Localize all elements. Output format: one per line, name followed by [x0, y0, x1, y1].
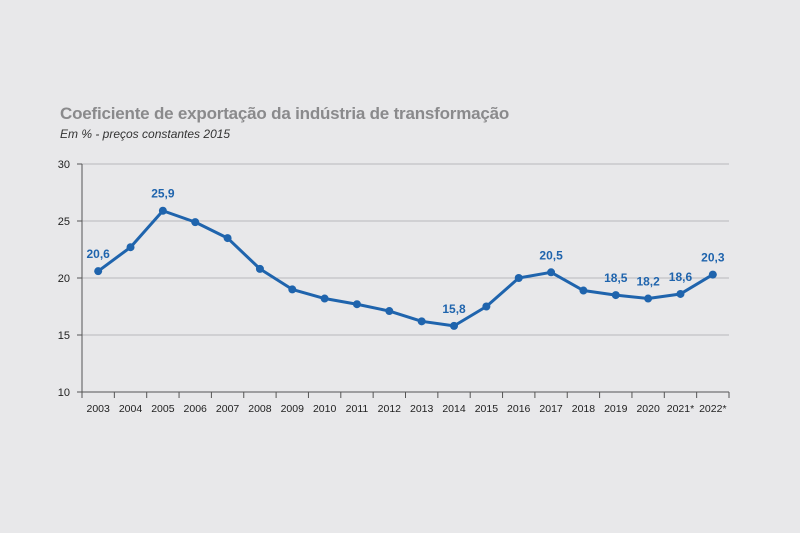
x-tick-label: 2012: [378, 403, 402, 415]
data-point: [579, 286, 588, 295]
x-tick-label: 2016: [507, 403, 531, 415]
data-point: [514, 274, 523, 282]
y-tick-label: 10: [58, 387, 70, 399]
data-point: [94, 267, 103, 276]
x-tick-label: 2003: [86, 403, 110, 415]
data-label: 20,5: [539, 248, 563, 262]
data-label: 18,6: [669, 270, 693, 284]
data-label: 15,8: [442, 302, 466, 316]
data-point: [126, 243, 135, 252]
x-tick-label: 2018: [572, 403, 596, 415]
x-tick-label: 2021*: [667, 403, 694, 415]
y-tick-label: 30: [58, 159, 70, 171]
y-tick-label: 20: [58, 273, 70, 285]
data-point: [611, 291, 620, 300]
x-tick-label: 2009: [281, 403, 305, 415]
data-point: [547, 268, 556, 277]
data-point: [320, 294, 329, 303]
data-point: [158, 206, 167, 215]
data-point: [255, 264, 264, 273]
data-point: [676, 289, 685, 298]
x-tick-label: 2011: [346, 403, 369, 415]
data-point: [644, 294, 653, 303]
x-tick-label: 2019: [604, 403, 628, 415]
data-point: [288, 285, 297, 294]
data-label: 25,9: [151, 187, 175, 201]
x-tick-label: 2008: [248, 403, 272, 415]
chart-subtitle: Em % - preços constantes 2015: [60, 127, 231, 141]
x-tick-label: 2005: [151, 403, 175, 415]
x-tick-label: 2013: [410, 403, 434, 415]
data-point: [708, 270, 717, 279]
x-tick-label: 2014: [442, 403, 466, 415]
data-label: 18,2: [636, 275, 660, 289]
x-tick-label: 2020: [636, 403, 660, 415]
y-tick-label: 15: [58, 330, 70, 342]
x-tick-label: 2006: [184, 403, 208, 415]
data-label: 20,3: [701, 251, 725, 265]
x-tick-label: 2010: [313, 403, 337, 415]
data-point: [223, 234, 232, 243]
x-tick-label: 2022*: [699, 403, 726, 415]
data-point: [482, 302, 491, 311]
data-point: [191, 218, 200, 227]
data-label: 20,6: [86, 247, 110, 261]
y-tick-label: 25: [58, 216, 70, 228]
x-tick-label: 2007: [216, 403, 240, 415]
chart-title: Coeficiente de exportação da indústria d…: [60, 104, 510, 123]
data-point: [385, 307, 394, 316]
series-line: [97, 209, 714, 328]
data-point: [417, 317, 426, 326]
x-tick-label: 2015: [475, 403, 499, 415]
data-point: [352, 300, 361, 309]
x-tick-label: 2004: [119, 403, 143, 415]
x-tick-label: 2017: [539, 403, 563, 415]
data-point: [450, 321, 459, 330]
data-label: 18,5: [604, 271, 628, 285]
